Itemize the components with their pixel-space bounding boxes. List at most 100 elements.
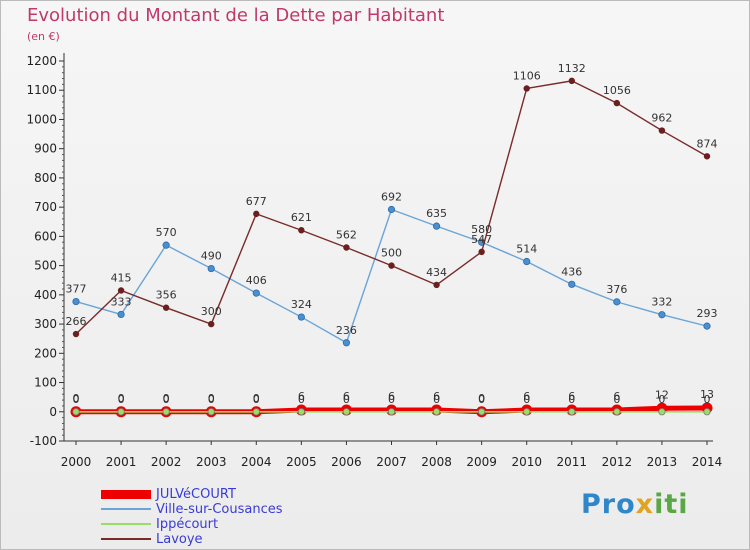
x-tick-label: 2005: [286, 455, 317, 469]
chart-title: Evolution du Montant de la Dette par Hab…: [27, 5, 445, 26]
series-point-2: [117, 408, 125, 416]
data-label-3: 1056: [603, 84, 631, 97]
data-label-0: 13: [700, 388, 714, 401]
series-point-2: [703, 408, 711, 416]
y-tick-label: 100: [34, 376, 57, 390]
series-point-2: [432, 408, 441, 416]
data-label-2: 0: [478, 393, 485, 406]
data-label-3: 962: [651, 112, 672, 125]
data-label-1: 490: [201, 250, 222, 263]
series-point-1: [342, 339, 351, 347]
data-label-3: 300: [201, 305, 222, 318]
series-point-3: [208, 320, 215, 328]
data-label-1: 377: [66, 283, 87, 296]
data-label-0: 6: [613, 390, 620, 403]
data-label-1: 324: [291, 298, 312, 311]
series-point-1: [162, 241, 170, 249]
y-tick-label: 1000: [26, 112, 57, 126]
data-label-2: 0: [433, 393, 440, 406]
x-tick-label: 2011: [557, 455, 588, 469]
y-tick-label: 800: [34, 171, 57, 185]
data-label-3: 500: [381, 247, 402, 260]
series-point-1: [703, 322, 711, 330]
data-label-3: 434: [426, 266, 447, 279]
x-tick-label: 2014: [692, 455, 723, 469]
data-label-0: 12: [655, 388, 669, 401]
series-point-2: [297, 408, 305, 416]
series-point-3: [253, 210, 260, 218]
series-point-1: [613, 298, 621, 306]
data-label-1: 635: [426, 207, 447, 220]
data-label-2: 0: [613, 393, 620, 406]
data-label-1: 436: [561, 265, 582, 278]
data-label-1: 580: [471, 223, 492, 236]
data-label-3: 547: [471, 233, 492, 246]
series-point-1: [523, 257, 531, 266]
series-point-1: [117, 310, 125, 319]
data-label-3: 266: [66, 315, 87, 328]
legend-label: Ville-sur-Cousances: [156, 502, 283, 517]
data-label-1: 376: [606, 283, 627, 296]
series-point-2: [387, 408, 396, 416]
series-point-3: [613, 99, 621, 107]
data-label-1: 293: [697, 307, 718, 320]
data-label-2: 0: [298, 393, 305, 406]
data-label-1: 236: [336, 324, 357, 337]
series-point-2: [72, 408, 80, 416]
series-point-2: [568, 408, 576, 416]
series-point-1: [387, 205, 396, 214]
series-point-3: [568, 77, 575, 85]
data-label-3: 874: [697, 137, 718, 150]
data-label-3: 621: [291, 211, 312, 224]
data-label-2: 0: [568, 393, 575, 406]
data-label-2: 0: [388, 393, 395, 406]
data-label-0: 6: [433, 390, 440, 403]
y-tick-label: 700: [34, 200, 57, 214]
data-label-1: 333: [111, 295, 132, 308]
series-point-3: [523, 85, 530, 92]
x-tick-label: 2006: [331, 455, 362, 469]
x-tick-label: 2003: [196, 455, 227, 469]
y-tick-label: 200: [34, 346, 57, 360]
series-point-2: [252, 408, 260, 416]
x-tick-label: 2001: [106, 455, 137, 469]
data-label-1: 406: [246, 274, 267, 287]
proxiti-logo: Proxiti: [581, 489, 689, 520]
x-tick-label: 2013: [647, 455, 678, 469]
series-point-2: [478, 408, 486, 416]
y-tick-label: 1100: [26, 83, 57, 97]
series-point-3: [343, 244, 350, 251]
series-point-1: [568, 280, 576, 288]
series-point-2: [523, 408, 531, 416]
series-point-2: [207, 408, 215, 416]
series-point-3: [478, 248, 485, 256]
series-point-3: [162, 304, 170, 311]
data-label-1: 332: [651, 296, 672, 309]
data-label-2: 0: [208, 393, 215, 406]
series-point-2: [162, 408, 170, 416]
data-label-0: 0: [478, 392, 485, 405]
series-point-1: [252, 289, 260, 297]
data-label-3: 1132: [558, 62, 586, 75]
data-label-0: 0: [208, 392, 215, 405]
series-point-3: [433, 281, 440, 289]
series-point-2: [342, 408, 351, 416]
series-point-1: [72, 297, 80, 306]
data-label-2: 0: [118, 393, 125, 406]
series-point-2: [613, 408, 621, 416]
data-label-2: 0: [343, 393, 350, 406]
legend-swatch: [101, 490, 151, 499]
x-tick-label: 2008: [421, 455, 452, 469]
legend-swatch: [101, 538, 151, 540]
legend-label: Ippécourt: [156, 517, 219, 532]
data-label-2: 0: [523, 393, 530, 406]
legend-label: JULVéCOURT: [156, 487, 236, 502]
series-point-3: [658, 127, 666, 134]
data-label-1: 692: [381, 190, 402, 203]
series-point-3: [72, 330, 80, 338]
data-label-0: 0: [163, 392, 170, 405]
data-label-3: 356: [156, 289, 177, 302]
y-tick-label: 300: [34, 317, 57, 331]
